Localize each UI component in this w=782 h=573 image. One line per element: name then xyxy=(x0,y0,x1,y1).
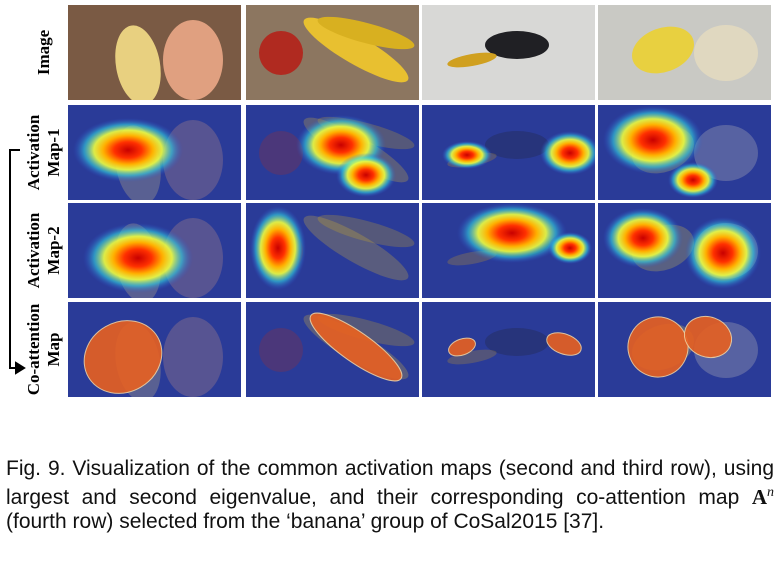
caption-text: Fig. 9. Visualization of the common acti… xyxy=(6,457,774,509)
heat-blob xyxy=(603,208,683,268)
co-attention-region xyxy=(83,320,163,394)
object xyxy=(447,349,497,365)
heat-blob xyxy=(83,223,193,293)
bracket-arrow xyxy=(9,149,26,375)
object xyxy=(163,317,223,397)
co-attention-region xyxy=(309,312,403,382)
object xyxy=(317,16,415,50)
object xyxy=(485,328,549,356)
co-attention-region xyxy=(683,315,733,359)
co-attention-region xyxy=(546,332,582,356)
row-label: Co-attention xyxy=(24,303,43,395)
row-label: Image xyxy=(34,29,53,75)
image-tile xyxy=(422,105,595,200)
co-attention-region xyxy=(448,337,476,357)
object xyxy=(485,131,549,159)
image-tile xyxy=(598,203,771,298)
image-tile xyxy=(598,105,771,200)
image-tile xyxy=(598,5,771,100)
heat-blob xyxy=(685,217,761,289)
heat-blob xyxy=(336,153,396,197)
object xyxy=(303,17,409,83)
math-symbol: A xyxy=(751,485,767,509)
object xyxy=(259,328,303,372)
heat-blob xyxy=(250,206,306,290)
image-tile xyxy=(246,105,419,200)
image-tile xyxy=(68,302,241,397)
image-tile xyxy=(598,302,771,397)
image-tile xyxy=(68,105,241,200)
object xyxy=(303,215,409,281)
heat-blob xyxy=(603,106,703,174)
heat-blob xyxy=(442,141,492,169)
object xyxy=(163,20,223,100)
image-grid xyxy=(68,5,771,397)
object xyxy=(447,52,497,68)
row-label: Activation xyxy=(24,114,43,190)
image-tile xyxy=(422,5,595,100)
caption-text: (fourth row) selected from the ‘banana’ … xyxy=(6,510,605,533)
image-tile xyxy=(246,203,419,298)
object xyxy=(694,25,758,81)
heat-blob xyxy=(73,118,183,182)
image-tile xyxy=(68,5,241,100)
heat-blob xyxy=(548,232,592,264)
heat-blob xyxy=(540,131,595,175)
object xyxy=(259,131,303,175)
object xyxy=(259,31,303,75)
row-label: Map-1 xyxy=(44,128,63,176)
object xyxy=(115,25,161,100)
object xyxy=(632,26,694,74)
heat-blob xyxy=(457,203,567,263)
heat-blob xyxy=(668,162,718,198)
image-tile xyxy=(422,203,595,298)
caption: Fig. 9. Visualization of the common acti… xyxy=(6,457,774,534)
object xyxy=(485,31,549,59)
image-tile xyxy=(68,203,241,298)
object xyxy=(317,214,415,248)
image-tile xyxy=(246,5,419,100)
row-label: Map-2 xyxy=(44,226,63,274)
row-label: Map xyxy=(44,333,63,367)
image-tile xyxy=(246,302,419,397)
image-tile xyxy=(422,302,595,397)
row-label: Activation xyxy=(24,212,43,288)
math-superscript: n xyxy=(767,485,774,500)
